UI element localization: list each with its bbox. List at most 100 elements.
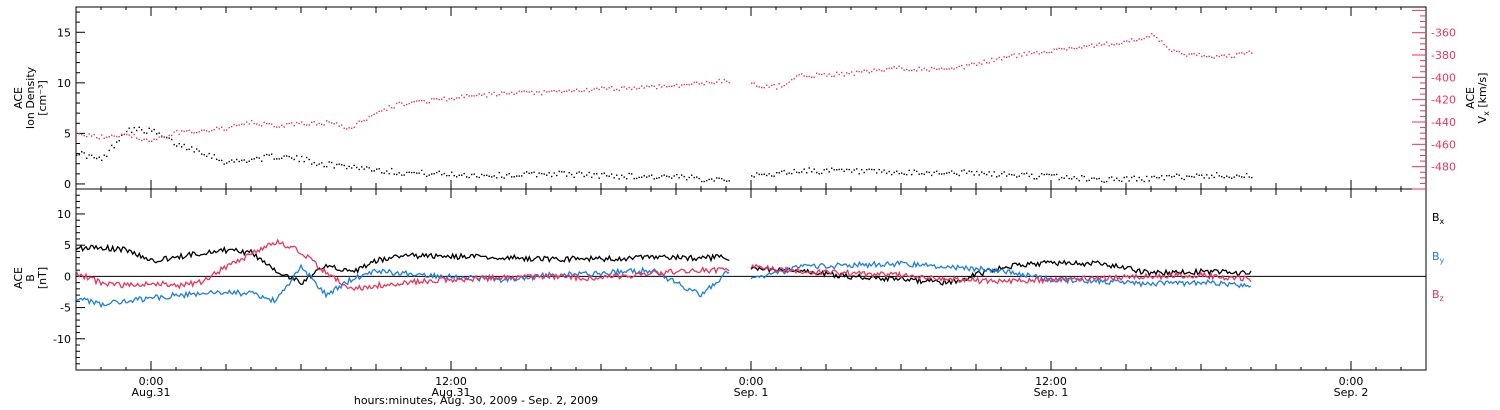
vx-point: [326, 120, 328, 122]
ion-density-point: [886, 172, 888, 174]
y-left-tick-label: 5: [64, 127, 71, 140]
vx-point: [643, 87, 645, 89]
vx-point: [146, 138, 148, 140]
ion-density-point: [1176, 173, 1178, 175]
ion-density-point: [896, 170, 898, 172]
vx-point: [538, 91, 540, 93]
ion-density-point: [838, 168, 840, 171]
vx-point: [711, 82, 713, 84]
ion-density-point: [841, 168, 843, 170]
ion-density-point: [511, 176, 513, 178]
vx-point: [1006, 56, 1008, 58]
ion-density-point: [606, 175, 608, 177]
vx-point: [158, 136, 160, 138]
vx-point: [101, 134, 103, 136]
ion-density-point: [86, 157, 88, 159]
vx-point: [618, 89, 620, 92]
ion-density-point: [1221, 175, 1223, 178]
vx-point: [341, 124, 343, 126]
ion-density-point: [1233, 176, 1235, 178]
ion-density-point: [936, 170, 938, 172]
by-series-line: [75, 263, 730, 309]
vx-point: [1096, 44, 1098, 46]
ion-density-point: [1086, 180, 1088, 182]
vx-point: [913, 69, 915, 71]
ion-density-point: [356, 166, 358, 169]
ion-density-point: [581, 172, 583, 174]
vx-point: [248, 123, 250, 125]
y-right-tick-label: -360: [1431, 27, 1456, 40]
vx-point: [1106, 41, 1108, 43]
vx-point: [1118, 43, 1120, 45]
vx-point: [423, 100, 425, 102]
vx-point: [856, 70, 858, 72]
y-right-tick-label: -480: [1431, 161, 1456, 174]
ion-density-point: [188, 148, 190, 150]
vx-point: [151, 140, 153, 142]
ion-density-point: [273, 158, 275, 160]
ion-density-point: [1001, 172, 1003, 175]
vx-point: [581, 90, 583, 93]
ion-density-point: [641, 176, 643, 178]
ion-density-point: [673, 175, 675, 177]
vx-point: [768, 86, 770, 88]
vx-point: [851, 71, 853, 73]
vx-point: [536, 91, 538, 93]
vx-point: [1178, 50, 1180, 53]
ion-density-point: [986, 173, 988, 176]
ion-density-point: [213, 154, 215, 156]
vx-point: [1246, 51, 1248, 54]
ion-density-point: [536, 176, 538, 178]
ion-density-point: [1188, 175, 1190, 177]
ion-density-point: [958, 174, 960, 177]
ion-density-point: [263, 154, 265, 157]
x-tick-time-label: 12:00: [435, 375, 467, 388]
ion-density-point: [1183, 178, 1185, 181]
vx-point: [1241, 52, 1243, 54]
ion-density-point: [1236, 174, 1238, 176]
ion-density-point: [798, 172, 800, 174]
ion-density-point: [596, 173, 598, 175]
ion-density-point: [628, 172, 630, 175]
vx-point: [86, 136, 88, 138]
vx-point: [801, 73, 803, 75]
vx-point: [613, 89, 615, 91]
vx-point: [1223, 54, 1225, 56]
by-series-line: [750, 260, 1252, 289]
vx-point: [808, 75, 810, 78]
ion-density-point: [251, 158, 253, 160]
ion-density-point: [313, 161, 315, 164]
vx-point: [1058, 47, 1060, 50]
ion-density-point: [443, 172, 445, 175]
ion-density-point: [968, 170, 970, 172]
ion-density-point: [806, 172, 808, 174]
ion-density-point: [766, 174, 768, 177]
ion-density-point: [363, 168, 365, 170]
vx-point: [1216, 55, 1218, 57]
vx-point: [826, 75, 828, 77]
vx-point: [1101, 44, 1103, 46]
x-tick-date-label: Aug.31: [132, 386, 171, 399]
ion-density-point: [601, 173, 603, 175]
ion-density-point: [623, 176, 625, 178]
vx-point: [1123, 40, 1125, 43]
ion-density-point: [1068, 177, 1070, 180]
ion-density-point: [418, 172, 420, 174]
ion-density-point: [878, 168, 880, 171]
ion-density-point: [281, 157, 283, 159]
ion-density-point: [481, 173, 483, 176]
vx-point: [543, 90, 545, 92]
vx-point: [1108, 45, 1110, 47]
ion-density-point: [76, 154, 78, 156]
vx-point: [718, 78, 720, 81]
ion-density-point: [1238, 175, 1240, 177]
vx-point: [841, 71, 843, 74]
ion-density-point: [1128, 180, 1130, 182]
vx-point: [621, 86, 623, 88]
ion-density-point: [506, 174, 508, 176]
vx-point: [1018, 53, 1020, 55]
ion-density-point: [381, 172, 383, 174]
ion-density-point: [788, 172, 790, 174]
vx-point: [133, 133, 135, 136]
ion-density-point: [956, 173, 958, 175]
